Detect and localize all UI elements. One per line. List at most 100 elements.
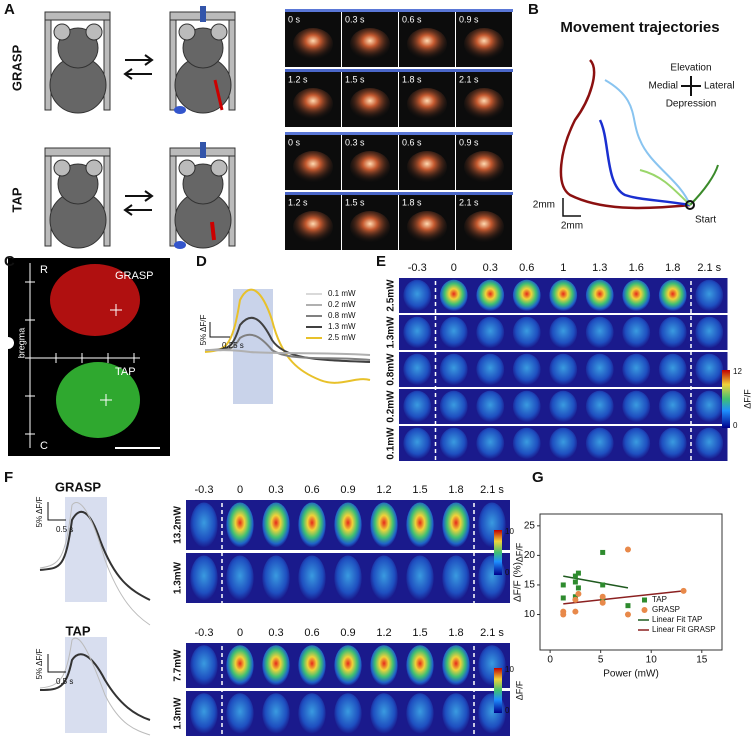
- heatmap-blob: [585, 316, 614, 349]
- legend-label: 1.3 mW: [328, 322, 356, 331]
- heatmap-blob: [695, 353, 724, 386]
- heatmap-blob: [442, 645, 470, 686]
- legend-label: Linear Fit TAP: [652, 615, 702, 624]
- panel-letter: C: [4, 253, 15, 270]
- point: [599, 593, 606, 600]
- x-tick-label: 5: [598, 655, 604, 666]
- heatmap-blob: [262, 693, 290, 734]
- label: 0.5 s: [56, 677, 73, 686]
- row-label: 0.2mW: [386, 390, 397, 423]
- heatmap-blob: [190, 555, 218, 601]
- heatmap-blob: [298, 502, 326, 548]
- row-title: TAP: [9, 187, 24, 212]
- heatmap-blob: [512, 353, 541, 386]
- frame-time: 2.1 s: [459, 197, 479, 207]
- fit-line: [563, 590, 684, 605]
- heatmap-blob: [622, 390, 651, 423]
- heatmap-blob: [403, 279, 432, 312]
- heatmap-blob: [549, 427, 578, 460]
- legend-label: 0.1 mW: [328, 289, 356, 298]
- time-label: 1: [560, 262, 566, 274]
- frame-glow: [293, 88, 333, 120]
- row-label: 13.2mW: [173, 506, 184, 544]
- heatmap-blob: [476, 427, 505, 460]
- time-label: -0.3: [408, 262, 427, 274]
- label: TAP: [115, 366, 136, 378]
- heatmap-blob: [658, 353, 687, 386]
- panel-letter: G: [532, 469, 544, 486]
- label: 5% ΔF/F: [35, 497, 44, 528]
- heatmap-blob: [622, 316, 651, 349]
- heatmap-blob: [442, 502, 470, 548]
- heatmap-blob: [512, 427, 541, 460]
- heatmap-blob: [370, 502, 398, 548]
- legend-marker: [641, 607, 648, 613]
- stim-bar: [285, 132, 513, 135]
- heatmap-blob: [262, 502, 290, 548]
- point: [560, 611, 567, 618]
- frame-glow: [293, 151, 333, 183]
- heatmap-blob: [226, 502, 254, 548]
- heatmap-blob: [226, 645, 254, 686]
- label: R: [40, 264, 48, 276]
- heatmap-blob: [226, 693, 254, 734]
- heatmap-blob: [658, 390, 687, 423]
- title: Movement trajectories: [560, 19, 719, 36]
- panel-letter: E: [376, 253, 386, 270]
- legend-label: 2.5 mW: [328, 333, 356, 342]
- heatmap-blob: [406, 555, 434, 601]
- heatmap-blob: [476, 316, 505, 349]
- time-label: 0.6: [304, 627, 319, 639]
- frame-glow: [407, 151, 447, 183]
- time-label: 0.6: [304, 484, 319, 496]
- heatmap-blob: [622, 427, 651, 460]
- y-tick-label: 25: [524, 520, 536, 531]
- heatmap-blob: [476, 353, 505, 386]
- legend-label: 0.8 mW: [328, 311, 356, 320]
- row-label: 0.1mW: [386, 427, 397, 460]
- heatmap-blob: [439, 316, 468, 349]
- heatmap-blob: [190, 693, 218, 734]
- time-label: 1.2: [376, 627, 391, 639]
- point: [625, 603, 631, 609]
- time-label: 0.3: [268, 627, 283, 639]
- heatmap-blob: [439, 353, 468, 386]
- frame-time: 0.9 s: [459, 137, 479, 147]
- heatmap-blob: [549, 316, 578, 349]
- heatmap-blob: [476, 279, 505, 312]
- heatmap-blob: [695, 427, 724, 460]
- label: ΔF/F: [514, 542, 524, 562]
- label: Start: [695, 215, 716, 226]
- label: Medial: [649, 81, 678, 92]
- panel-letter: B: [528, 1, 539, 18]
- time-label: 1.8: [665, 262, 680, 274]
- colorbar: [494, 530, 502, 575]
- point: [572, 596, 579, 603]
- heatmap-blob: [334, 693, 362, 734]
- label: 0: [505, 706, 510, 715]
- row-label: 1.3mW: [173, 697, 184, 730]
- label: Elevation: [670, 63, 711, 74]
- heatmap-blob: [298, 555, 326, 601]
- time-label: 2.1 s: [480, 484, 504, 496]
- panel-letter: A: [4, 1, 15, 18]
- label: 0.5 s: [56, 525, 73, 534]
- frame-glow: [407, 88, 447, 120]
- y-tick-label: 15: [524, 580, 536, 591]
- y-tick-label: 20: [524, 550, 536, 561]
- point: [600, 549, 606, 555]
- label: bregma: [16, 328, 26, 359]
- point: [575, 590, 582, 597]
- label: Lateral: [704, 81, 735, 92]
- time-label: 1.6: [629, 262, 644, 274]
- heatmap-blob: [622, 353, 651, 386]
- frame-time: 1.8 s: [402, 74, 422, 84]
- heatmap-blob: [370, 555, 398, 601]
- label: 2mm: [533, 200, 555, 211]
- heatmap-blob: [512, 279, 541, 312]
- time-label: 1.5: [412, 627, 427, 639]
- heatmap-blob: [190, 645, 218, 686]
- frame-glow: [350, 88, 390, 120]
- label: TAP: [65, 623, 90, 638]
- heatmap-blob: [334, 555, 362, 601]
